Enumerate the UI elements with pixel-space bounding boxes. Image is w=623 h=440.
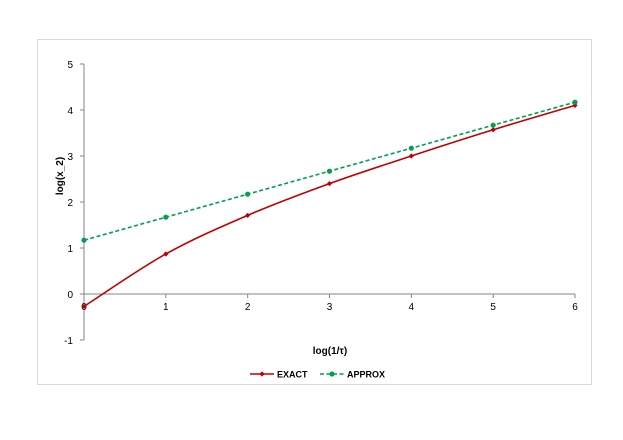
series-approx	[81, 99, 578, 243]
x-axis: 0123456	[81, 293, 578, 313]
legend-label-exact: EXACT	[277, 370, 308, 380]
legend-marker-approx	[329, 371, 335, 377]
data-point-approx	[81, 237, 87, 243]
data-point-approx	[245, 191, 251, 197]
x-tick-label: 6	[572, 302, 578, 313]
y-tick-label: 0	[67, 290, 73, 301]
x-tick-label: 2	[245, 302, 251, 313]
data-point-approx	[326, 168, 333, 174]
y-tick-label: 2	[67, 198, 73, 209]
legend: EXACT APPROX	[250, 370, 385, 380]
data-point-approx	[163, 214, 169, 220]
chart-area	[37, 39, 592, 385]
data-point-exact	[245, 212, 251, 218]
x-tick-label: 3	[327, 302, 333, 313]
x-axis-title: log(1/τ)	[313, 346, 347, 357]
data-point-approx	[490, 122, 496, 128]
data-point-approx	[572, 99, 578, 105]
y-tick-label: 4	[67, 106, 73, 117]
data-point-exact	[490, 127, 496, 133]
x-tick-label: 1	[163, 302, 169, 313]
y-tick-label: 3	[67, 152, 73, 163]
x-tick-label: 4	[409, 302, 415, 313]
legend-item-exact: EXACT	[250, 370, 308, 380]
data-point-exact	[408, 153, 414, 159]
data-point-exact	[81, 303, 87, 310]
data-point-exact	[326, 181, 333, 187]
y-axis-title: log(x_2)	[55, 157, 66, 195]
series-exact	[81, 102, 578, 310]
series-layer	[81, 99, 578, 310]
y-tick-label: 5	[67, 60, 73, 71]
series-line-exact	[83, 104, 576, 308]
legend-label-approx: APPROX	[347, 370, 385, 380]
y-tick-label: -1	[64, 336, 73, 347]
legend-item-approx: APPROX	[320, 370, 385, 380]
data-point-approx	[408, 145, 414, 151]
legend-marker-exact	[259, 371, 265, 377]
x-tick-label: 5	[490, 302, 496, 313]
y-tick-label: 1	[67, 244, 73, 255]
data-point-exact	[163, 251, 169, 257]
